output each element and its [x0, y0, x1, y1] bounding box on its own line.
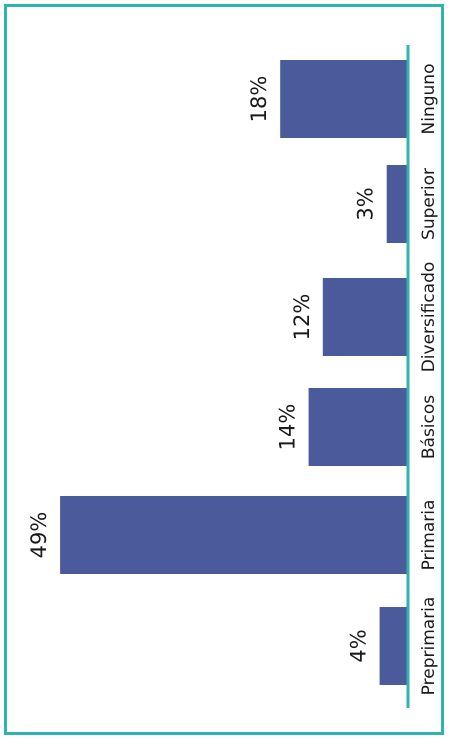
- category-label: Primaria: [419, 500, 439, 571]
- bar-diversificado: [322, 278, 408, 356]
- category-labels-group: Preprimaria Primaria Básicos Diversificado S…: [419, 64, 439, 696]
- bar-primaria: [60, 496, 408, 574]
- value-label: 3%: [354, 187, 378, 220]
- category-label: Ninguno: [419, 64, 439, 135]
- bar-ninguno: [280, 60, 408, 138]
- value-label: 18%: [247, 76, 271, 123]
- bar-básicos: [308, 388, 408, 466]
- value-label: 49%: [27, 512, 51, 559]
- category-label: Básicos: [419, 395, 439, 459]
- bar-superior: [386, 165, 408, 243]
- category-label: Preprimaria: [419, 597, 439, 696]
- value-label: 12%: [290, 294, 314, 341]
- bars-group: [60, 60, 408, 685]
- bar-preprimaria: [379, 607, 408, 685]
- value-label: 14%: [276, 404, 300, 451]
- category-label: Superior: [419, 168, 439, 240]
- value-label: 4%: [347, 629, 371, 662]
- category-label: Diversificado: [419, 262, 439, 373]
- value-labels-group: 4% 49% 14% 12% 3% 18%: [27, 76, 378, 663]
